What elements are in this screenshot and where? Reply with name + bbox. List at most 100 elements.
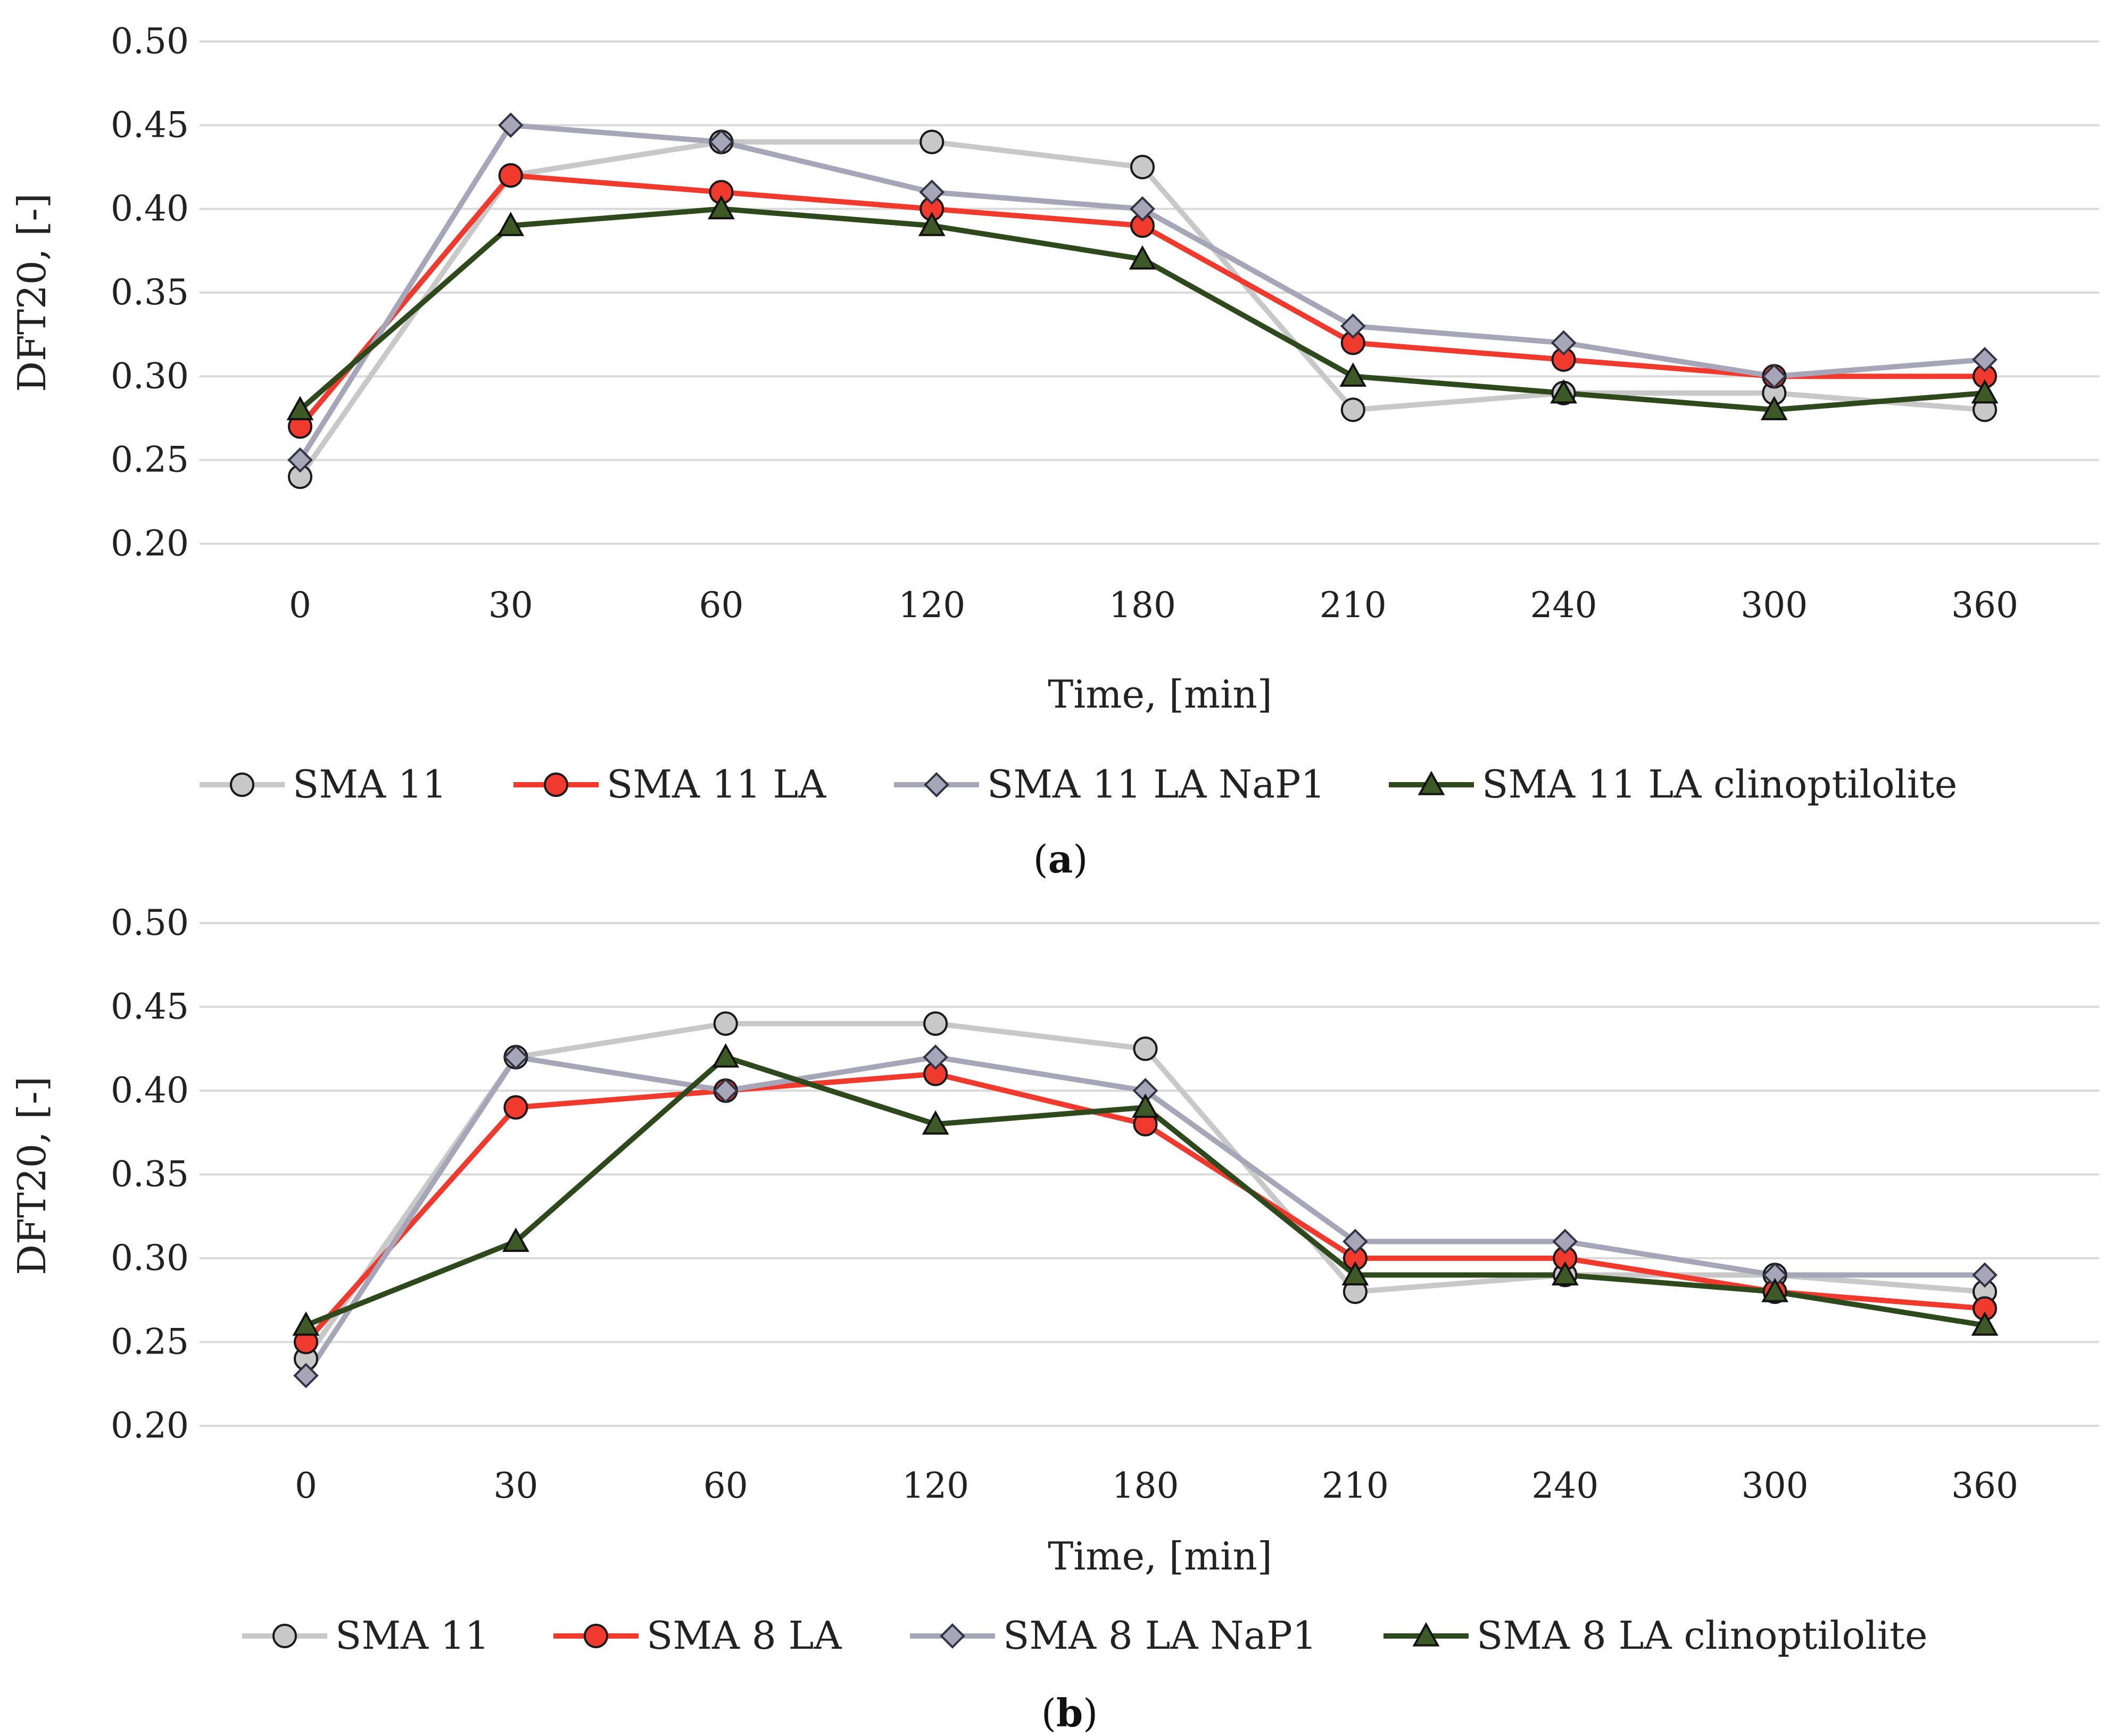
x-tick-label: 210 <box>1320 585 1387 626</box>
legend-swatch-marker <box>584 1624 608 1648</box>
legend-label: SMA 8 LA <box>647 1613 842 1658</box>
x-tick-label: 300 <box>1742 1465 1809 1506</box>
data-point-series-2 <box>287 447 313 473</box>
legend-label: SMA 11 <box>335 1613 490 1658</box>
data-point-series-3 <box>1971 379 1999 404</box>
data-point-series-2 <box>919 179 945 205</box>
data-point-series-0 <box>923 1011 948 1036</box>
data-point-series-1 <box>503 1095 528 1120</box>
x-tick-label: 300 <box>1741 585 1808 626</box>
data-point-series-3 <box>286 396 314 420</box>
legend-swatch-marker <box>230 773 254 797</box>
data-point-series-0 <box>1340 397 1365 422</box>
y-tick-label: 0.35 <box>111 272 189 313</box>
panel-caption-letter: b <box>1056 1690 1083 1735</box>
x-tick-label: 60 <box>703 1465 748 1506</box>
legend-label: SMA 11 LA NaP1 <box>987 762 1325 807</box>
data-point-series-2 <box>1972 347 1998 372</box>
data-point-series-3 <box>497 212 525 236</box>
legend-label: SMA 8 LA clinoptilolite <box>1477 1613 1927 1658</box>
x-tick-label: 360 <box>1951 585 2018 626</box>
data-point-series-3 <box>712 1043 740 1068</box>
legend-swatch-marker <box>924 772 949 798</box>
x-tick-label: 30 <box>488 585 533 626</box>
data-point-series-3 <box>1760 396 1788 420</box>
x-tick-label: 180 <box>1109 585 1176 626</box>
y-tick-label: 0.30 <box>111 1237 189 1278</box>
panel-caption-letter: a <box>1048 836 1073 882</box>
y-tick-label: 0.20 <box>111 1405 189 1446</box>
legend-swatch-marker <box>1412 1622 1440 1647</box>
x-tick-label: 120 <box>902 1465 969 1506</box>
data-point-series-3 <box>1341 1261 1369 1286</box>
legend-label: SMA 11 LA <box>607 762 826 807</box>
data-point-series-0 <box>919 129 944 154</box>
data-point-series-2 <box>1340 313 1366 339</box>
data-point-series-2 <box>712 1078 739 1103</box>
y-axis-title: DFT20, [-] <box>10 1076 54 1275</box>
data-point-series-2 <box>1343 1228 1368 1255</box>
data-point-series-2 <box>708 129 734 155</box>
y-tick-label: 0.30 <box>111 355 189 396</box>
x-tick-label: 60 <box>699 585 744 626</box>
data-point-series-3 <box>1551 1261 1579 1286</box>
x-tick-label: 240 <box>1531 1465 1598 1506</box>
x-tick-label: 0 <box>295 1465 317 1506</box>
legend-label: SMA 11 LA clinoptilolite <box>1482 762 1957 807</box>
data-point-series-3 <box>1761 1277 1789 1302</box>
data-point-series-3 <box>1132 1093 1159 1118</box>
data-point-series-2 <box>498 112 524 138</box>
data-point-series-0 <box>1130 155 1155 179</box>
series-line-0 <box>303 1021 1985 1360</box>
y-tick-label: 0.40 <box>111 1070 189 1111</box>
y-tick-label: 0.25 <box>111 439 189 480</box>
y-axis-title: DFT20, [-] <box>10 193 54 392</box>
x-tick-label: 240 <box>1530 585 1597 626</box>
chart-a: 0.20 0.25 0.30 0.35 0.40 0.45 0.50 0 30 60 120 180 2… <box>10 21 2099 882</box>
x-axis-title: Time, [min] <box>1048 1534 1272 1579</box>
data-point-series-2 <box>923 1044 948 1070</box>
legend-swatch-marker <box>544 773 568 797</box>
chart-b: 0.20 0.25 0.30 0.35 0.40 0.45 0.50 0 30 60 120 180 2… <box>10 902 2099 1735</box>
data-point-series-2 <box>1551 330 1577 356</box>
data-point-series-2 <box>293 1363 319 1389</box>
data-point-series-2 <box>503 1044 529 1070</box>
y-tick-label: 0.50 <box>111 902 189 943</box>
x-axis-title: Time, [min] <box>1048 672 1272 717</box>
data-point-series-3 <box>1339 362 1367 387</box>
y-tick-label: 0.20 <box>111 523 189 564</box>
y-tick-label: 0.40 <box>111 188 189 229</box>
data-point-series-2 <box>1761 363 1787 389</box>
y-tick-label: 0.50 <box>111 21 189 62</box>
x-tick-label: 210 <box>1322 1465 1389 1506</box>
y-tick-label: 0.45 <box>111 986 189 1027</box>
data-point-series-3 <box>502 1227 529 1252</box>
legend-label: SMA 11 <box>293 762 447 807</box>
x-tick-label: 30 <box>493 1465 538 1506</box>
data-point-series-3 <box>708 195 735 220</box>
y-tick-label: 0.45 <box>111 104 189 145</box>
y-tick-label: 0.35 <box>111 1154 189 1195</box>
legend-swatch-marker <box>272 1624 297 1648</box>
x-tick-label: 0 <box>289 585 311 626</box>
data-point-series-2 <box>1130 196 1155 222</box>
x-tick-label: 360 <box>1951 1465 2018 1506</box>
legend-label: SMA 8 LA NaP1 <box>1003 1613 1317 1658</box>
panel-caption: (a) <box>1033 836 1088 882</box>
data-point-series-2 <box>1552 1228 1578 1255</box>
panel-caption: (b) <box>1041 1690 1098 1735</box>
series-line-0 <box>297 139 1985 478</box>
data-point-series-0 <box>1133 1036 1158 1061</box>
data-point-series-1 <box>498 163 523 188</box>
data-point-series-3 <box>1550 379 1577 404</box>
legend-swatch-marker <box>1418 770 1445 795</box>
legend-swatch-marker <box>940 1623 965 1649</box>
data-point-series-3 <box>292 1311 320 1336</box>
data-point-series-3 <box>922 1110 949 1135</box>
x-tick-label: 180 <box>1112 1465 1179 1506</box>
x-tick-label: 120 <box>898 585 965 626</box>
data-point-series-3 <box>1129 245 1156 270</box>
series-line-3 <box>298 206 1985 413</box>
data-point-series-2 <box>1972 1262 1998 1288</box>
